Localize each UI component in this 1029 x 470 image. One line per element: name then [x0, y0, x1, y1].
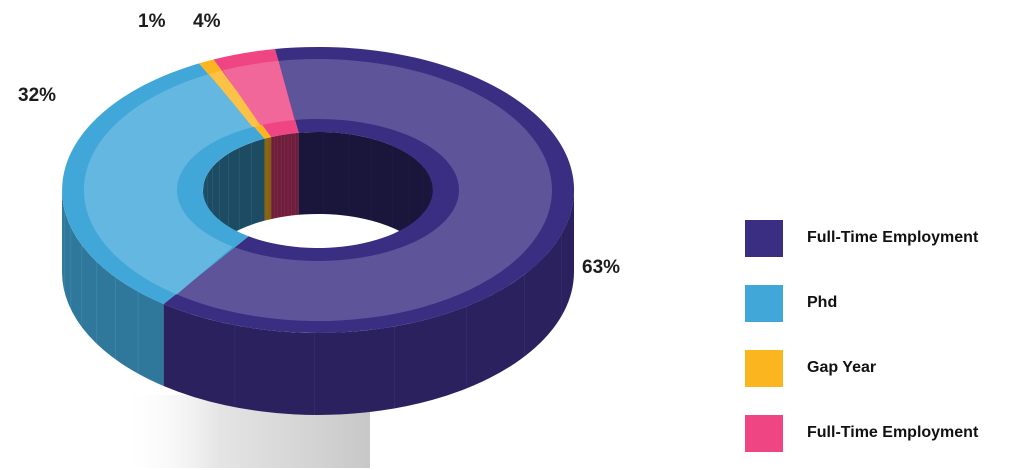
slice-outer-wall-phd — [62, 190, 164, 386]
legend-label: Phd — [807, 294, 838, 311]
slice-value-label: 63% — [582, 257, 620, 278]
slice-full-time-employment-0 — [163, 46, 575, 333]
slice-inner-wall-full-time-employment — [298, 131, 434, 272]
donut-top — [62, 46, 575, 333]
slice-gap-year-2 — [199, 59, 272, 139]
slice-value-label: 1% — [138, 11, 166, 32]
labels-layer: 63% 32% 1% 4% — [18, 11, 620, 278]
legend-label: Gap Year — [807, 359, 877, 376]
slice-full-time-employment-3 — [213, 49, 299, 138]
legend-item-full-time-employment: Full-Time Employment — [745, 218, 978, 258]
slice-top-highlight-full-time-employment — [222, 60, 295, 126]
slice-value-label: 32% — [18, 85, 56, 106]
legend-swatch — [745, 284, 783, 322]
legend-swatch — [745, 349, 783, 387]
legend-item-gap-year: Gap Year — [745, 348, 978, 388]
slice-value-label: 4% — [193, 11, 221, 32]
legend-item-full-time-employment-2: Full-Time Employment — [745, 413, 978, 453]
slice-top-highlight-gap-year — [209, 70, 261, 128]
slice-outer-wall-full-time-employment — [163, 190, 574, 415]
slice-top-highlight-phd — [83, 74, 253, 295]
legend-item-phd: Phd — [745, 283, 978, 323]
legend: Full-Time Employment Phd Gap Year Full-T… — [745, 218, 978, 453]
legend-label: Full-Time Employment — [807, 229, 979, 246]
legend-label: Full-Time Employment — [807, 424, 979, 441]
slice-top-highlight-full-time-employment — [176, 59, 552, 322]
slices-layer — [62, 46, 575, 415]
legend-swatch — [745, 414, 783, 452]
slice-phd-1 — [62, 63, 265, 305]
legend-swatch — [745, 219, 783, 257]
